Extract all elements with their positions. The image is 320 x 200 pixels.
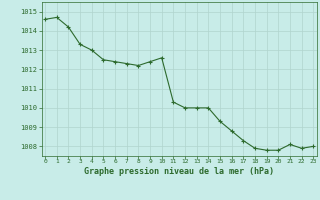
X-axis label: Graphe pression niveau de la mer (hPa): Graphe pression niveau de la mer (hPa) (84, 167, 274, 176)
